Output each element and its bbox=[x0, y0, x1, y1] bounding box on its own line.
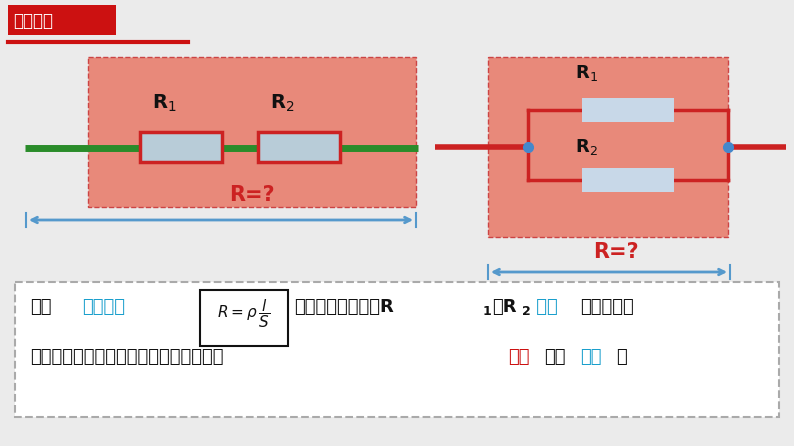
Text: 、R: 、R bbox=[492, 298, 517, 316]
Text: R$_2$: R$_2$ bbox=[270, 93, 295, 114]
Bar bbox=[88, 57, 416, 207]
Text: 根据: 根据 bbox=[30, 298, 52, 316]
Bar bbox=[582, 98, 674, 122]
Bar bbox=[582, 168, 674, 192]
Text: R$_2$: R$_2$ bbox=[575, 137, 598, 157]
Text: 1: 1 bbox=[483, 305, 491, 318]
Bar bbox=[15, 282, 779, 417]
Bar bbox=[258, 132, 340, 162]
Bar bbox=[488, 57, 728, 237]
Text: R$_1$: R$_1$ bbox=[575, 63, 598, 83]
Text: R$_1$: R$_1$ bbox=[152, 93, 176, 114]
Text: 课堂引入: 课堂引入 bbox=[13, 12, 53, 30]
Text: 变大: 变大 bbox=[508, 348, 530, 366]
Text: 2: 2 bbox=[522, 305, 530, 318]
Text: R=?: R=? bbox=[593, 242, 639, 262]
Text: 后看成一个电阻，这个电阻跟原来相比是: 后看成一个电阻，这个电阻跟原来相比是 bbox=[30, 348, 223, 366]
Text: （或并联）: （或并联） bbox=[580, 298, 634, 316]
Text: ，如果把两个电阻R: ，如果把两个电阻R bbox=[294, 298, 394, 316]
Text: 变小: 变小 bbox=[580, 348, 602, 366]
Bar bbox=[8, 5, 116, 35]
Text: 还是: 还是 bbox=[544, 348, 565, 366]
Bar bbox=[200, 290, 288, 346]
Text: $R = \rho\,\dfrac{l}{S}$: $R = \rho\,\dfrac{l}{S}$ bbox=[218, 297, 271, 330]
Bar bbox=[140, 132, 222, 162]
Text: 串联: 串联 bbox=[530, 298, 557, 316]
Text: R=?: R=? bbox=[229, 185, 275, 205]
Text: ？: ？ bbox=[616, 348, 626, 366]
Text: 电阻公式: 电阻公式 bbox=[82, 298, 125, 316]
